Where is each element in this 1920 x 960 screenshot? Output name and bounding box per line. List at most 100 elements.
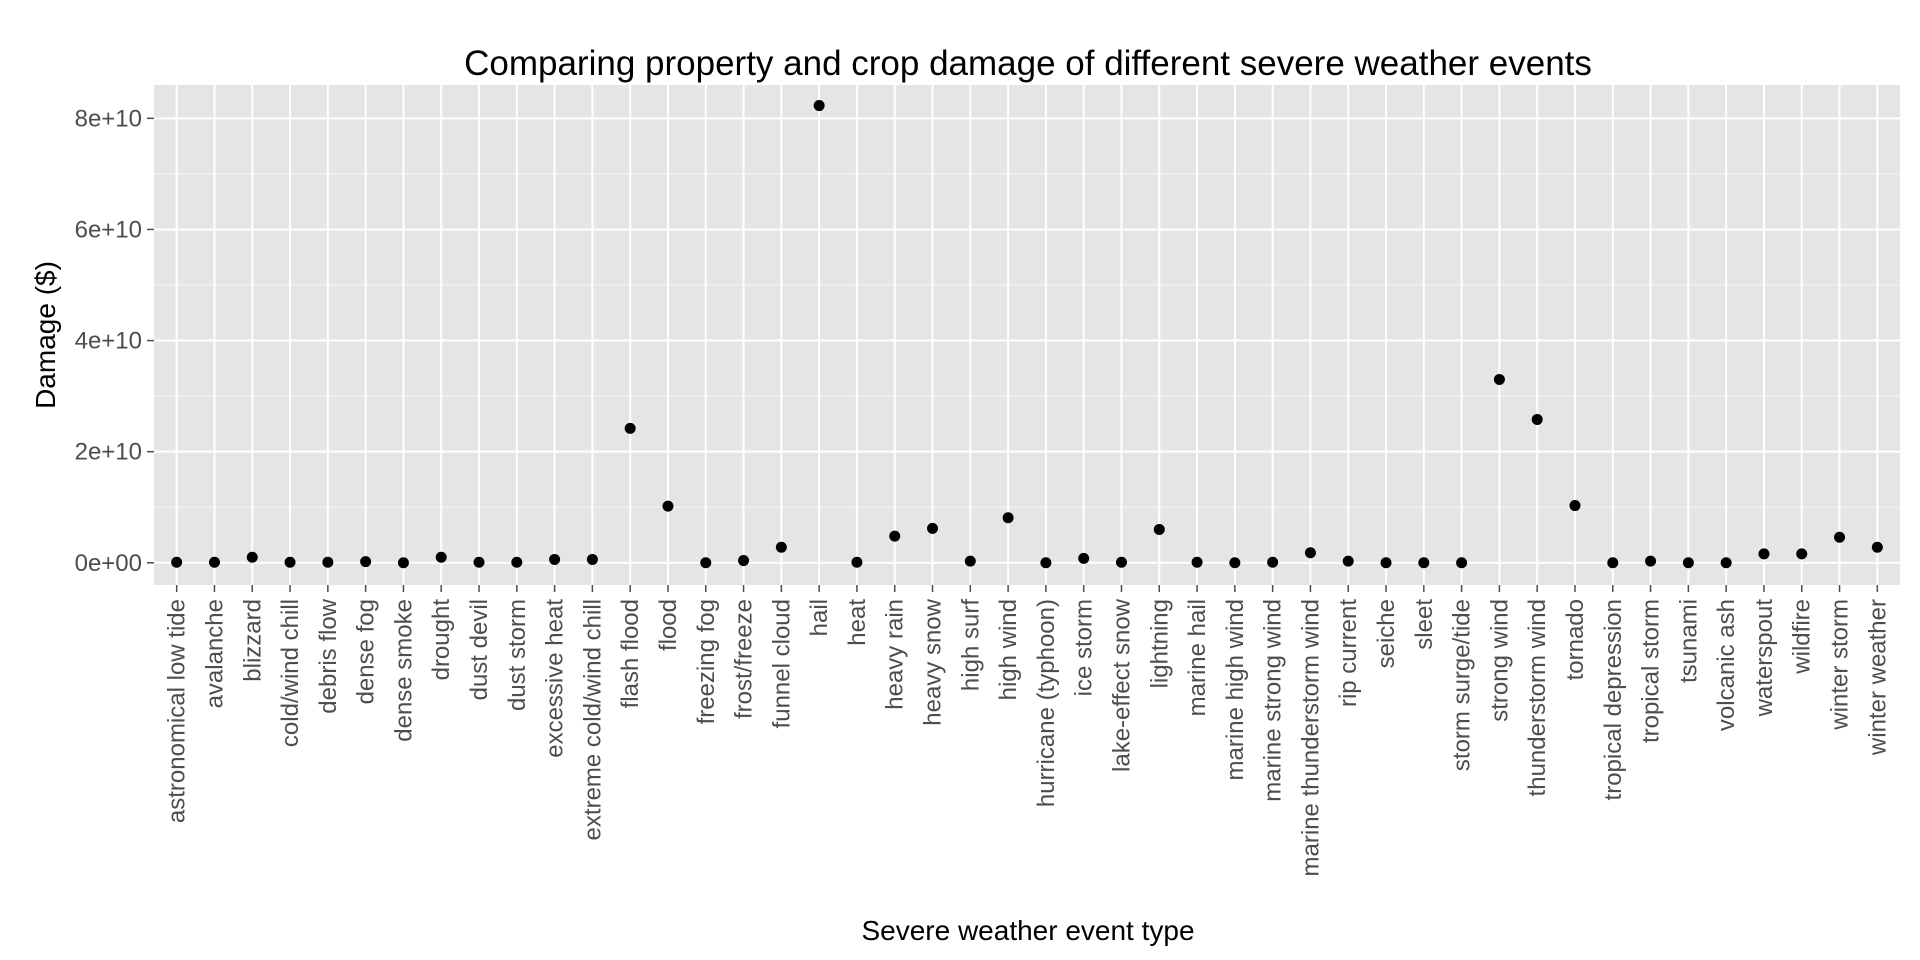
x-tick-label: astronomical low tide [164,599,191,823]
data-point [549,553,561,565]
x-tick-label: lightning [1146,599,1173,688]
x-tick-label: high wind [995,599,1022,700]
x-axis-ticks: astronomical low tide avalanche blizzard co… [164,585,1891,876]
data-point [284,556,296,568]
data-point [1456,557,1468,569]
data-point [1115,556,1127,568]
x-tick-label: frost/freeze [731,599,758,719]
plot-panel [154,85,1900,585]
x-tick-label: seiche [1373,599,1400,668]
data-point [851,556,863,568]
data-point [1758,548,1770,560]
data-point [1720,557,1732,569]
data-point [813,100,825,112]
x-tick-label: extreme cold/wind chill [579,599,606,840]
x-tick-label: volcanic ash [1713,599,1740,731]
x-tick-label: excessive heat [542,599,569,758]
data-point [1834,531,1846,543]
data-point [624,422,636,434]
data-point [360,556,372,568]
x-tick-label: heat [844,599,871,646]
x-tick-label: marine strong wind [1260,599,1287,802]
x-tick-label: funnel cloud [768,599,795,728]
y-tick-label: 8e+10 [75,105,142,132]
x-tick-label: lake-effect snow [1108,598,1135,772]
data-point [473,556,485,568]
x-axis-title: Severe weather event type [861,915,1194,946]
chart-title: Comparing property and crop damage of di… [464,44,1592,83]
data-point [322,556,334,568]
data-point [1229,557,1241,569]
x-tick-label: marine hail [1184,599,1211,716]
x-tick-label: cold/wind chill [277,599,304,747]
x-tick-label: tornado [1562,599,1589,680]
data-point [1682,557,1694,569]
y-tick-label: 4e+10 [75,328,142,355]
x-tick-label: dust storm [504,599,531,711]
data-point [662,500,674,512]
x-tick-label: marine high wind [1222,599,1249,780]
data-point [1531,413,1543,425]
x-tick-label: hurricane (typhoon) [1033,599,1060,807]
data-point [1153,523,1165,535]
x-tick-label: strong wind [1486,599,1513,722]
data-point [397,557,409,569]
data-point [1418,557,1430,569]
data-point [246,551,258,563]
y-tick-label: 2e+10 [75,439,142,466]
data-point [435,551,447,563]
x-tick-label: tsunami [1675,599,1702,683]
data-point [1342,555,1354,567]
data-point [1493,373,1505,385]
x-tick-label: dust devil [466,599,493,700]
x-tick-label: sleet [1411,599,1438,650]
x-tick-label: tropical storm [1638,599,1665,743]
data-point [171,556,183,568]
x-tick-label: wildfire [1789,599,1816,675]
x-tick-label: hail [806,599,833,636]
data-point [738,555,750,567]
x-tick-label: tropical depression [1600,599,1627,800]
data-point [1871,541,1883,553]
x-tick-label: heavy snow [920,598,947,725]
x-tick-label: winter weather [1864,599,1891,756]
x-tick-label: flash flood [617,599,644,708]
data-point [1078,552,1090,564]
x-tick-label: heavy rain [882,599,909,710]
data-point [775,541,787,553]
x-tick-label: dense fog [353,599,380,704]
data-point [700,557,712,569]
x-tick-label: freezing fog [693,599,720,724]
x-tick-label: drought [428,599,455,681]
x-tick-label: high surf [957,599,984,691]
data-point [1267,556,1279,568]
x-tick-label: waterspout [1751,599,1778,718]
data-point [1607,557,1619,569]
data-point [1380,557,1392,569]
x-tick-label: thunderstorm wind [1524,599,1551,796]
data-point [1002,512,1014,524]
x-tick-label: flood [655,599,682,651]
y-tick-label: 0e+00 [75,550,142,577]
data-point [1040,557,1052,569]
x-tick-label: dense smoke [390,599,417,742]
data-points [171,100,1883,569]
x-tick-label: marine thunderstorm wind [1297,599,1324,876]
x-tick-label: winter storm [1827,599,1854,731]
data-point [1645,555,1657,567]
x-tick-label: avalanche [201,599,228,708]
y-axis-title: Damage ($) [30,261,61,409]
data-point [964,555,976,567]
data-point [1191,556,1203,568]
y-tick-label: 6e+10 [75,216,142,243]
x-tick-label: debris flow [315,598,342,713]
data-point [927,522,939,534]
x-tick-label: blizzard [239,599,266,682]
data-point [1796,548,1808,560]
data-point [586,553,598,565]
data-point [1304,547,1316,559]
x-tick-label: rip current [1335,599,1362,707]
data-point [511,556,523,568]
